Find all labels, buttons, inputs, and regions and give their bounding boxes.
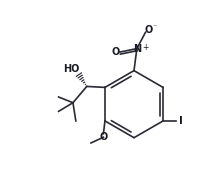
Text: +: +	[142, 43, 148, 52]
Text: N: N	[133, 44, 141, 54]
Text: ⁻: ⁻	[153, 22, 157, 31]
Text: O: O	[144, 25, 153, 35]
Text: HO: HO	[63, 64, 80, 74]
Text: I: I	[179, 116, 183, 126]
Text: O: O	[112, 47, 120, 57]
Text: O: O	[99, 132, 107, 142]
